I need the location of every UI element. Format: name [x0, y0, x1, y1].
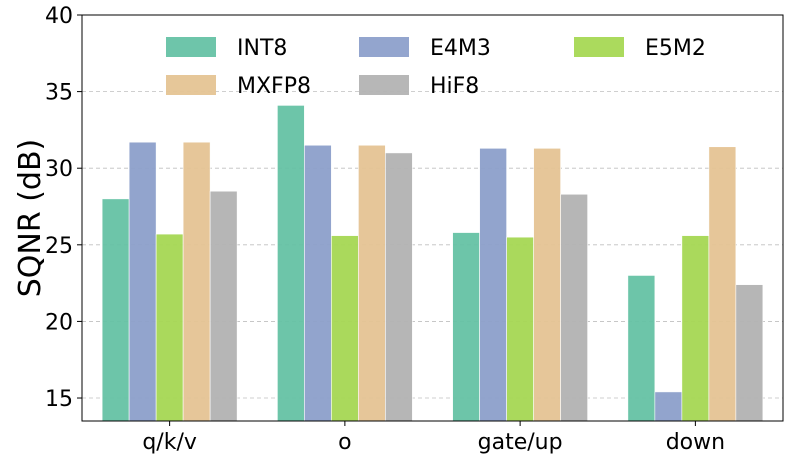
- legend-label-int8: INT8: [237, 36, 287, 61]
- y-tick-label: 35: [45, 81, 73, 106]
- y-axis: 15 20 25 30 35 40: [45, 4, 82, 412]
- legend-label-e4m3: E4M3: [430, 36, 491, 61]
- legend-swatch-int8: [166, 37, 216, 57]
- y-tick-label: 15: [45, 387, 73, 412]
- y-tick-label: 20: [45, 310, 73, 335]
- legend: INT8 E4M3 E5M2 MXFP8 HiF8: [166, 36, 706, 99]
- bar-e4m3-down: [654, 391, 683, 422]
- bar-hif8-gate-up: [560, 193, 588, 422]
- legend-label-hif8: HiF8: [430, 74, 479, 99]
- x-tick-label: q/k/v: [142, 430, 197, 455]
- bar-int8-o: [277, 105, 305, 422]
- bars: [101, 105, 764, 422]
- legend-swatch-e5m2: [574, 37, 624, 57]
- bar-e4m3-gate-up: [479, 147, 507, 422]
- x-tick-label: o: [338, 430, 351, 455]
- legend-label-mxfp8: MXFP8: [237, 74, 311, 99]
- bar-e5m2-o: [331, 235, 359, 422]
- bar-int8-gate-up: [452, 232, 480, 422]
- y-axis-label: SQNR (dB): [13, 139, 48, 298]
- legend-swatch-mxfp8: [166, 75, 216, 95]
- x-tick-label: gate/up: [478, 430, 563, 455]
- legend-swatch-e4m3: [359, 37, 409, 57]
- bar-int8-q-k-v: [101, 198, 130, 422]
- bar-e5m2-q-k-v: [155, 233, 184, 422]
- legend-label-e5m2: E5M2: [645, 36, 706, 61]
- y-tick-label: 30: [45, 157, 73, 182]
- bar-hif8-down: [735, 284, 764, 422]
- bar-mxfp8-q-k-v: [182, 141, 211, 422]
- bar-e4m3-o: [304, 144, 332, 422]
- plot-frame: [81, 14, 784, 422]
- bar-mxfp8-down: [708, 146, 737, 422]
- bar-mxfp8-o: [358, 144, 386, 422]
- bar-e5m2-down: [681, 235, 710, 422]
- bar-mxfp8-gate-up: [533, 147, 561, 422]
- bar-e5m2-gate-up: [506, 236, 534, 422]
- bar-e4m3-q-k-v: [128, 141, 157, 422]
- y-tick-label: 40: [45, 4, 73, 29]
- y-tick-label: 25: [45, 234, 73, 259]
- x-axis: q/k/v o gate/up down: [142, 421, 725, 455]
- bar-hif8-q-k-v: [209, 190, 238, 422]
- bar-hif8-o: [385, 152, 413, 422]
- bar-int8-down: [627, 275, 656, 422]
- legend-swatch-hif8: [359, 75, 409, 95]
- x-tick-label: down: [666, 430, 725, 455]
